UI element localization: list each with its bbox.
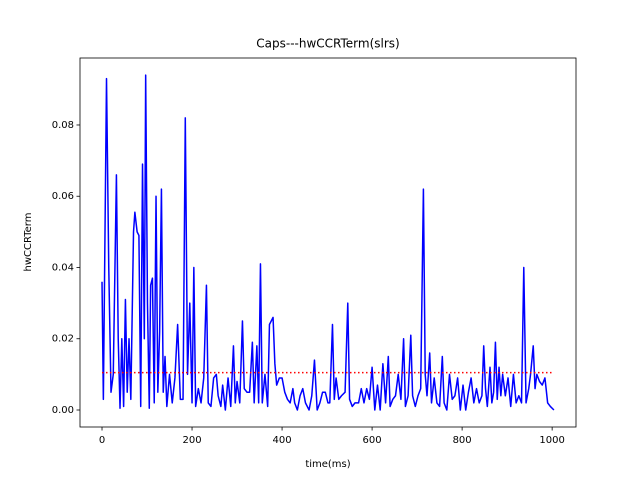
data-line xyxy=(101,74,555,411)
x-tick-label: 200 xyxy=(182,435,201,446)
y-tick-label: 0.00 xyxy=(52,405,74,416)
x-tick-label: 1000 xyxy=(539,435,564,446)
y-tick-label: 0.02 xyxy=(52,334,74,345)
x-axis-label: time(ms) xyxy=(305,459,350,470)
plot-frame xyxy=(79,57,577,428)
y-tick-label: 0.08 xyxy=(52,120,74,131)
y-axis-label: hwCCRTerm xyxy=(23,213,34,272)
x-tick-label: 600 xyxy=(363,435,382,446)
x-tick-label: 0 xyxy=(99,435,105,446)
x-tick-label: 800 xyxy=(453,435,472,446)
x-tick-label: 400 xyxy=(273,435,292,446)
y-tick-label: 0.06 xyxy=(52,191,74,202)
chart-title: Caps---hwCCRTerm(slrs) xyxy=(256,37,399,51)
y-tick-label: 0.04 xyxy=(52,262,74,273)
